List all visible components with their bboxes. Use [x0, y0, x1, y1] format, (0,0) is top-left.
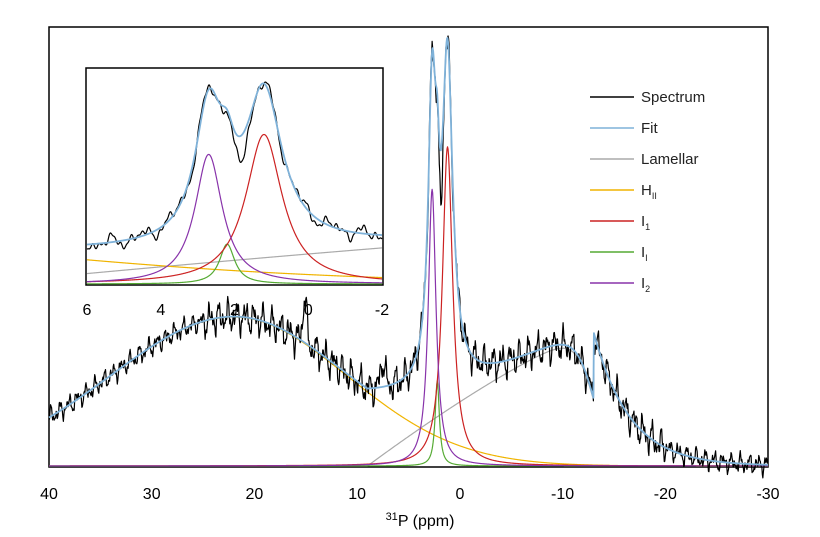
main-plot-frame: [48, 26, 769, 468]
inset-series-i1: [86, 133, 383, 283]
main-x-tick-label: 30: [143, 486, 161, 503]
main-x-tick-label: 40: [40, 486, 58, 503]
inset-x-tick-label: -2: [375, 302, 389, 319]
x-axis-title-superscript: 31: [386, 511, 398, 523]
legend-label: I2: [641, 275, 650, 294]
legend-label: II: [641, 244, 648, 263]
main-series-fit: [48, 37, 769, 466]
chart-legend: Spectrum Fit Lamellar HII I1 II I2: [590, 89, 705, 294]
x-axis-title: 31P (ppm): [386, 511, 455, 530]
inset-series-hii: [86, 259, 383, 279]
main-x-tick-label: 10: [348, 486, 366, 503]
main-x-tick-label: 0: [455, 486, 464, 503]
main-x-tick-label: -10: [551, 486, 574, 503]
inset-series-fit: [86, 82, 383, 246]
inset-x-tick-label: 6: [83, 302, 92, 319]
legend-label: Fit: [641, 120, 658, 137]
inset-x-tick-label: 0: [304, 302, 313, 319]
inset-series-i2: [86, 153, 383, 284]
main-x-tick-label: -20: [654, 486, 677, 503]
inset-x-ticks: 6 4 2 0 -2: [83, 302, 390, 319]
inset-plot-frame: [85, 67, 384, 286]
main-series-spectrum: [48, 35, 769, 479]
inset-series-group: [86, 81, 383, 285]
inset-x-tick-label: 4: [156, 302, 165, 319]
main-series-group: [48, 35, 769, 479]
main-x-tick-label: 20: [246, 486, 264, 503]
inset-series-ii: [86, 243, 383, 285]
main-series-i2: [48, 188, 769, 467]
main-x-ticks: 40 30 20 10 0 -10 -20 -30: [40, 486, 780, 503]
legend-label: Lamellar: [641, 151, 699, 168]
main-x-tick-label: -30: [756, 486, 779, 503]
inset-x-tick-label: 2: [230, 302, 239, 319]
legend-label: HII: [641, 182, 657, 201]
legend-label: Spectrum: [641, 89, 705, 106]
x-axis-title-main: P (ppm): [398, 513, 455, 530]
legend-label: I1: [641, 213, 650, 232]
